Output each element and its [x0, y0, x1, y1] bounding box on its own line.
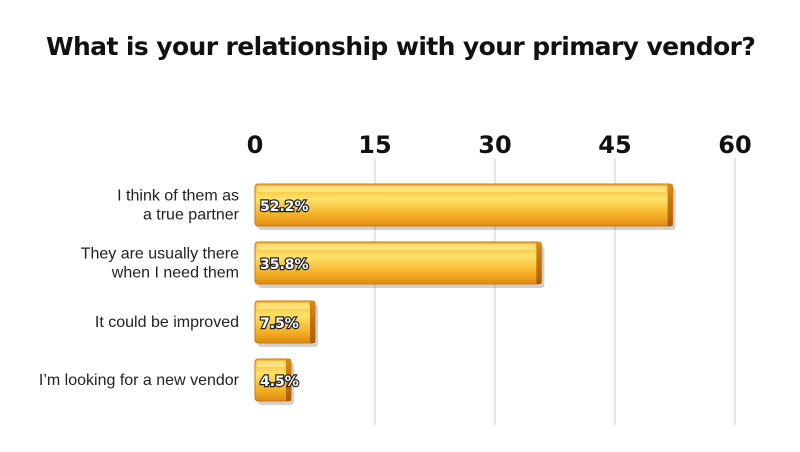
category-label: It could be improved	[95, 314, 239, 331]
category-label: They are usually there	[81, 246, 239, 263]
value-label: 52.2%	[260, 199, 309, 215]
category-label: I’m looking for a new vendor	[39, 372, 240, 389]
category-labels: I think of them as a true partner They are…	[39, 188, 240, 390]
x-tick-label: 15	[358, 131, 391, 159]
bar	[254, 358, 294, 405]
value-label: 4.5%	[260, 374, 299, 390]
bar	[254, 300, 318, 347]
chart-title: What is your relationship with your prim…	[46, 32, 756, 61]
value-label: 35.8%	[260, 257, 309, 273]
x-axis-ticks: 0 15 30 45 60	[247, 131, 752, 159]
x-tick-label: 30	[478, 131, 511, 159]
value-label: 7.5%	[260, 316, 299, 332]
category-label: when I need them	[111, 265, 239, 282]
bar	[254, 183, 676, 230]
x-tick-label: 0	[247, 131, 264, 159]
x-tick-label: 45	[598, 131, 631, 159]
value-labels: 52.2% 35.8% 7.5% 4.5%	[259, 198, 310, 391]
bar	[254, 241, 545, 288]
category-label: a true partner	[143, 207, 240, 224]
x-tick-label: 60	[718, 131, 751, 159]
category-label: I think of them as	[117, 188, 239, 205]
bars	[254, 183, 676, 405]
